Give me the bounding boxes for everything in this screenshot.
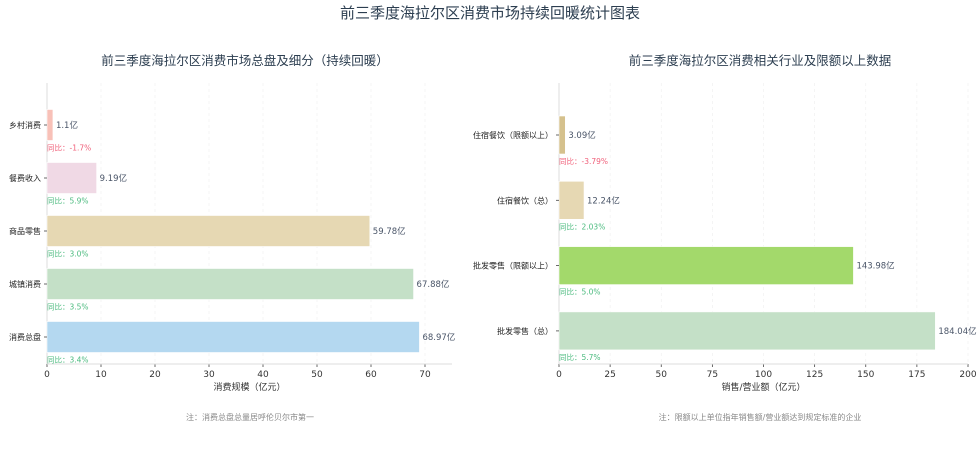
bar: [46, 321, 420, 353]
yoy-label: 同比：5.9%: [47, 196, 89, 206]
x-tick-label: 50: [311, 370, 323, 380]
category-label: 批发零售（限额以上）: [473, 261, 553, 271]
bar: [558, 311, 936, 351]
bar: [46, 215, 371, 247]
yoy-label: 同比：5.0%: [559, 287, 601, 297]
yoy-label: 同比：3.4%: [47, 355, 89, 365]
x-tick-label: 25: [604, 370, 615, 380]
x-tick-label: 40: [257, 370, 269, 380]
x-tick-label: 0: [556, 370, 562, 380]
value-label: 12.24亿: [587, 195, 620, 206]
yoy-label: 同比：3.0%: [47, 249, 89, 259]
bar: [46, 268, 414, 300]
x-tick-label: 30: [203, 370, 215, 380]
x-tick-label: 70: [419, 370, 431, 380]
category-label: 住宿餐饮（限额以上）: [473, 130, 553, 140]
x-tick-label: 50: [656, 370, 668, 380]
bar: [46, 109, 54, 141]
category-label: 乡村消费: [9, 120, 41, 130]
category-label: 住宿餐饮（总）: [497, 195, 553, 205]
value-label: 3.09亿: [568, 130, 595, 141]
category-label: 批发零售（总）: [497, 326, 553, 336]
category-label: 消费总盘: [9, 332, 41, 342]
x-tick-label: 20: [149, 370, 161, 380]
yoy-label: 同比：-1.7%: [47, 143, 91, 153]
bar: [558, 181, 585, 220]
x-tick-label: 0: [44, 370, 50, 380]
value-label: 68.97亿: [422, 332, 455, 343]
x-axis-label: 消费规模（亿元）: [213, 381, 285, 393]
category-label: 餐费收入: [9, 173, 41, 183]
bar: [558, 246, 854, 285]
x-axis-label: 销售/营业额（亿元）: [721, 381, 805, 393]
category-label: 商品零售: [9, 226, 41, 236]
x-tick-label: 175: [908, 370, 925, 380]
value-label: 59.78亿: [373, 226, 406, 237]
chart-title: 前三季度海拉尔区消费相关行业及限额以上数据: [629, 53, 892, 68]
chart-consumption-market: 前三季度海拉尔区消费市场总盘及细分（持续回暖） 0 10 20 30 40 50 60 70 消费…: [9, 53, 455, 422]
figure-title: 前三季度海拉尔区消费市场持续回暖统计图表: [340, 4, 640, 22]
bar: [46, 162, 97, 194]
chart-industry-data: 前三季度海拉尔区消费相关行业及限额以上数据 0 25 50 75 100 125 150 175…: [473, 53, 977, 422]
x-tick-label: 60: [365, 370, 377, 380]
value-label: 9.19亿: [100, 173, 127, 184]
x-tick-label: 200: [959, 370, 976, 380]
x-tick-label: 10: [95, 370, 107, 380]
yoy-label: 同比：2.03%: [559, 221, 605, 231]
value-label: 1.1亿: [56, 120, 78, 131]
category-label: 城镇消费: [9, 279, 41, 289]
yoy-label: 同比：5.7%: [559, 352, 601, 362]
chart-note: 注：消费总盘总量居呼伦贝尔市第一: [186, 412, 314, 422]
value-label: 143.98亿: [856, 261, 894, 272]
chart-note: 注：限额以上单位指年销售额/营业额达到规定标准的企业: [659, 412, 862, 422]
x-tick-label: 100: [755, 370, 772, 380]
value-label: 67.88亿: [417, 279, 450, 290]
x-tick-label: 75: [707, 370, 718, 380]
chart-title: 前三季度海拉尔区消费市场总盘及细分（持续回暖）: [101, 53, 389, 68]
x-tick-label: 125: [806, 370, 823, 380]
bar: [558, 115, 566, 155]
value-label: 184.04亿: [938, 326, 976, 337]
x-tick-label: 150: [857, 370, 874, 380]
yoy-label: 同比：-3.79%: [559, 156, 608, 166]
yoy-label: 同比：3.5%: [47, 302, 89, 312]
